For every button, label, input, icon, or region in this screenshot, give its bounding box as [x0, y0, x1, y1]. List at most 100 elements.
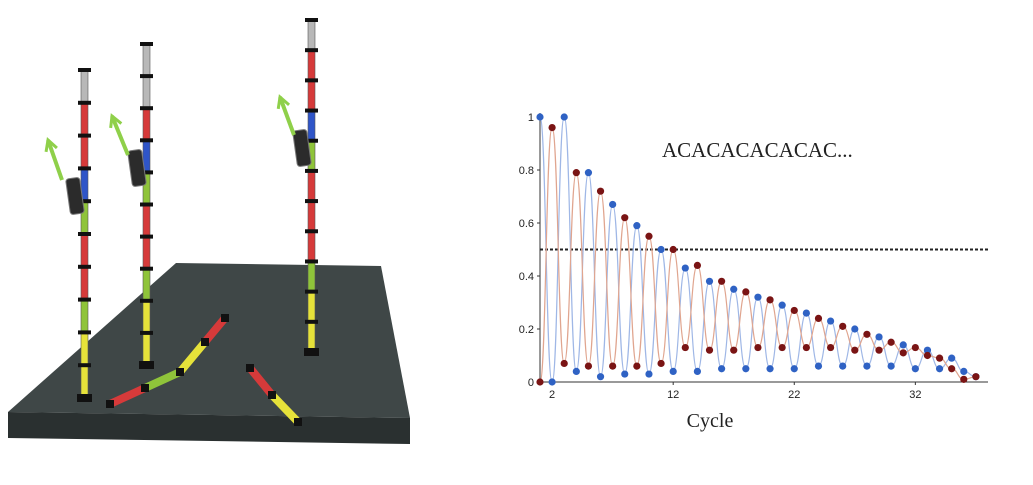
fragment-node — [294, 418, 302, 426]
data-point — [536, 113, 544, 121]
data-point — [633, 222, 641, 230]
data-point — [826, 317, 835, 325]
data-point — [730, 346, 738, 354]
strand-node — [140, 330, 153, 335]
strand-segment — [307, 230, 316, 262]
strand-node — [140, 106, 153, 111]
y-tick-label: 1 — [528, 112, 534, 124]
fragment-node — [201, 338, 209, 346]
strand-segment — [307, 80, 316, 111]
strand-node — [78, 68, 91, 72]
fragment-segment — [246, 365, 276, 398]
fragment-node — [106, 400, 114, 408]
strand-segment — [142, 43, 151, 77]
strand-node — [78, 363, 91, 368]
bound-fragment-2 — [246, 364, 302, 426]
strand-segment — [142, 268, 151, 302]
strand-node — [140, 138, 153, 143]
data-point — [935, 365, 944, 373]
data-point — [911, 343, 919, 352]
strand-segment — [307, 321, 316, 353]
data-point — [681, 264, 689, 272]
fragment-node — [221, 314, 229, 322]
y-tick-label: 0.6 — [519, 218, 534, 230]
data-point — [851, 346, 859, 354]
strand-node — [78, 133, 91, 138]
data-point — [718, 365, 726, 373]
data-point — [693, 367, 702, 375]
data-point — [960, 375, 968, 383]
data-point — [826, 343, 835, 352]
strand-node — [305, 78, 318, 83]
data-point — [911, 365, 919, 373]
polymerase-icon — [292, 129, 312, 167]
data-point — [705, 346, 714, 354]
strand-segment — [307, 110, 316, 142]
data-point — [584, 362, 593, 370]
strand-segment — [307, 19, 316, 51]
strand-node — [305, 18, 318, 22]
strand-node — [140, 170, 153, 175]
data-point — [596, 373, 605, 381]
strand-segment — [307, 291, 316, 323]
data-point — [814, 314, 823, 322]
strand-node — [305, 168, 318, 173]
x-tick-label: 32 — [909, 389, 921, 401]
strand-segment — [80, 364, 89, 399]
data-point — [778, 343, 786, 352]
fragment-node — [268, 391, 276, 399]
data-point — [948, 354, 956, 362]
strand-node — [140, 298, 153, 303]
strand-segment — [142, 332, 151, 366]
data-point — [609, 200, 617, 209]
strand-node — [78, 199, 91, 204]
strand-segment — [80, 299, 89, 333]
strand-segment — [80, 266, 89, 300]
data-point — [899, 349, 907, 357]
strand-node — [78, 330, 91, 335]
data-point — [863, 330, 871, 338]
strand-node — [140, 234, 153, 239]
data-point — [548, 378, 556, 386]
arrow-head — [109, 113, 123, 129]
strand-node — [140, 74, 153, 79]
data-point — [669, 367, 677, 375]
data-point — [948, 365, 956, 373]
data-point — [609, 362, 617, 370]
data-point — [584, 169, 593, 177]
data-point — [693, 261, 702, 269]
data-point — [923, 346, 932, 354]
data-point — [657, 245, 665, 254]
polymerase-icon — [65, 177, 85, 215]
data-point — [863, 362, 871, 370]
strand-node — [305, 229, 318, 234]
sequence-annotation: ACACACACACAC... — [662, 138, 853, 162]
strand-node — [78, 297, 91, 302]
arrow-icon — [278, 96, 296, 136]
strand-node — [78, 166, 91, 171]
strand-node — [305, 319, 318, 324]
strand-segment — [142, 300, 151, 334]
strand-node — [305, 259, 318, 264]
strand-node — [305, 108, 318, 113]
series-line-2 — [539, 126, 976, 383]
data-point — [839, 362, 847, 370]
fragment-node — [141, 384, 149, 392]
strand-anchor — [77, 394, 92, 402]
data-point — [742, 288, 750, 296]
data-point — [802, 309, 810, 317]
data-point — [875, 333, 883, 341]
data-point — [742, 365, 750, 373]
data-point — [572, 169, 580, 177]
data-point — [887, 362, 895, 370]
strand-node — [78, 100, 91, 105]
strand-segment — [80, 69, 89, 104]
fragment-node — [246, 364, 254, 372]
signal-decay-chart: ACACACACACAC... 00.20.40.60.812 12 22 32 Cy… — [519, 112, 988, 432]
data-point — [572, 367, 580, 375]
data-point — [596, 187, 605, 195]
sequencing-illustration — [8, 18, 410, 444]
data-point — [754, 293, 762, 301]
fragment-node — [176, 368, 184, 376]
data-point — [657, 359, 665, 368]
